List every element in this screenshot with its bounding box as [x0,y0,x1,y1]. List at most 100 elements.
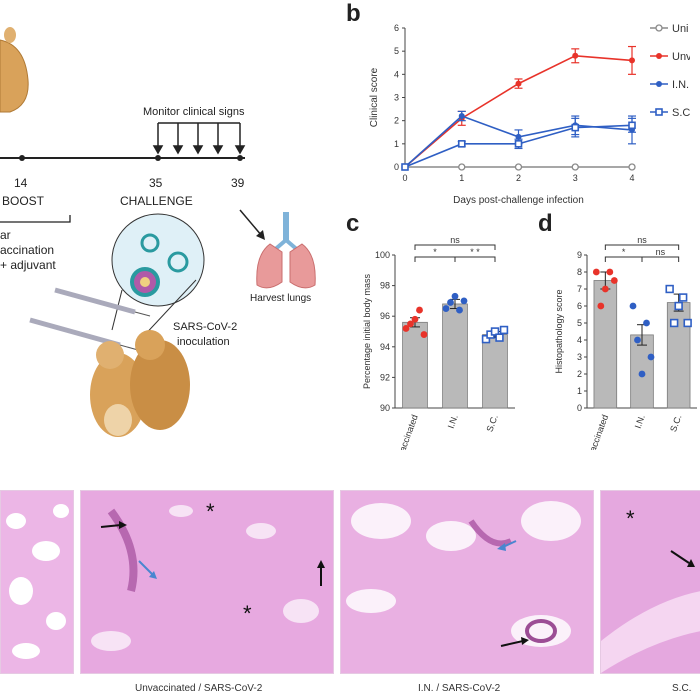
legend-label: S.C. [672,107,690,119]
data-point [647,353,655,361]
data-point [451,292,459,300]
legend-marker [656,53,662,59]
data-point [643,319,650,327]
data-point [629,302,637,310]
data-point [416,306,423,314]
series-line-1 [404,54,633,168]
x-tick-label: 2 [516,173,521,183]
data-point [634,336,641,344]
y-tick-label: 9 [577,250,582,260]
data-point [481,334,491,344]
panel-a-schematic [0,27,316,437]
vaccination-line-3: + adjuvant [0,258,56,272]
harvest-text: Harvest lungs [250,293,312,304]
y-tick-label: 1 [577,386,582,396]
syringe-icon [29,287,151,351]
significance-bracket [414,256,456,262]
data-point [458,113,465,120]
y-tick-label: 8 [577,267,582,277]
svg-text:*: * [206,499,215,524]
y-tick-label: 0 [577,403,582,413]
data-point [460,297,468,305]
data-point [571,123,580,132]
category-label: S.C. [484,413,499,433]
y-tick-label: 1 [394,139,399,149]
category-label: I.N. [446,413,460,430]
timeline-day-39: 39 [231,176,245,190]
y-tick-label: 100 [375,250,390,260]
data-point [601,285,609,293]
data-point [458,163,466,171]
y-tick-label: 90 [380,403,390,413]
bar-S.C. [482,334,508,409]
vaccination-line-2: accination [0,243,55,257]
timeline-day-35: 35 [149,176,163,190]
bar-I.N. [442,303,468,409]
y-tick-label: 6 [577,301,582,311]
hamster-icon [0,39,29,113]
svg-text:*: * [626,506,635,531]
y-tick-label: 92 [380,372,390,382]
significance-bracket [604,256,643,262]
legend-marker [656,81,662,87]
bar-Unvaccinated [593,280,618,409]
svg-text:*: * [243,601,252,626]
data-point [597,302,605,310]
panel-a: 14 BOOST 35 CHALLENGE 39 Monitor clinica… [0,0,320,440]
significance-label: ns [656,247,666,257]
micrograph-in [340,490,594,674]
legend-marker [655,24,663,32]
data-point [457,140,466,148]
significance-label: * [433,247,437,257]
x-tick-label: 3 [573,173,578,183]
panel-letter-c: c [346,210,360,237]
data-point [572,52,579,59]
bar-S.C. [666,302,691,409]
caption-sc: S.C. [672,683,692,694]
data-point [571,163,579,171]
y-tick-label: 6 [394,23,399,33]
data-point [411,315,419,323]
hamsters-icon [90,330,190,437]
y-tick-label: 2 [577,369,582,379]
legend-label: Uni [672,23,689,35]
data-point [678,293,688,302]
category-label: I.N. [633,413,647,430]
data-point [499,325,509,335]
y-tick-label: 3 [394,93,399,103]
category-label: S.C. [668,413,683,433]
data-point [401,163,409,171]
significance-label: * [622,247,626,257]
x-tick-label: 4 [629,173,634,183]
significance-bracket [604,244,680,250]
data-point [629,57,635,64]
data-point [665,284,674,294]
panel-letter-b: b [346,0,361,27]
data-point [420,331,428,338]
panel-letter-d: d [538,210,553,237]
y-tick-label: 4 [577,335,582,345]
data-point [407,320,414,328]
y-tick-label: 98 [380,281,390,291]
inoculation-line-2: inoculation [177,336,230,348]
data-point [514,163,523,171]
caption-unvaccinated: Unvaccinated / SARS-CoV-2 [135,683,263,694]
timeline-dot-39 [237,155,243,161]
data-point [442,305,450,312]
data-point [669,318,679,328]
micrograph-uninfected [0,490,74,674]
legend-marker [655,108,663,116]
data-point [514,140,523,148]
y-axis-label: Histopathology score [554,289,564,373]
virus-circle-icon [111,213,205,307]
micrograph-unvaccinated: * * [80,490,334,674]
data-point [606,268,614,276]
y-tick-label: 2 [394,116,399,126]
x-tick-label: 1 [459,173,464,183]
timeline-label-boost: BOOST [2,194,45,208]
y-axis-label: Clinical score [369,67,380,127]
data-point [628,121,636,130]
caption-in: I.N. / SARS-CoV-2 [418,683,501,694]
x-axis-label: Days post-challenge infection [453,195,584,206]
data-point [638,370,646,378]
